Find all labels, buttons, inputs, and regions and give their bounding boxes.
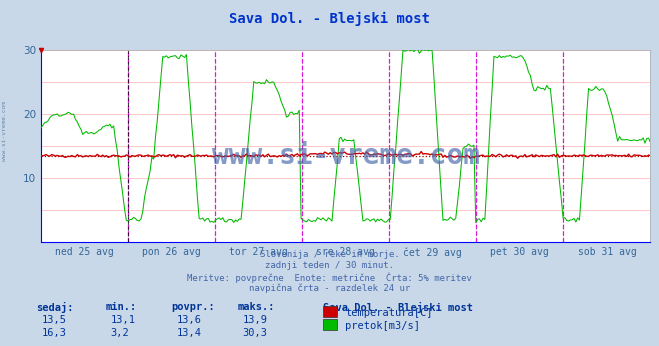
Text: 16,3: 16,3 [42, 328, 67, 338]
Text: maks.:: maks.: [237, 302, 275, 312]
Text: sedaj:: sedaj: [36, 302, 74, 313]
Text: navpična črta - razdelek 24 ur: navpična črta - razdelek 24 ur [249, 284, 410, 293]
Text: 13,9: 13,9 [243, 315, 268, 325]
Text: www.si-vreme.com: www.si-vreme.com [212, 142, 480, 170]
Text: temperatura[C]: temperatura[C] [345, 308, 433, 318]
Text: min.:: min.: [105, 302, 136, 312]
Text: Sava Dol. - Blejski most: Sava Dol. - Blejski most [229, 12, 430, 26]
Text: 3,2: 3,2 [111, 328, 129, 338]
Text: zadnji teden / 30 minut.: zadnji teden / 30 minut. [265, 261, 394, 270]
Text: Slovenija / reke in morje.: Slovenija / reke in morje. [260, 250, 399, 259]
Text: povpr.:: povpr.: [171, 302, 215, 312]
Text: Sava Dol. - Blejski most: Sava Dol. - Blejski most [323, 302, 473, 313]
Text: 13,6: 13,6 [177, 315, 202, 325]
Text: 13,1: 13,1 [111, 315, 136, 325]
Text: www.si-vreme.com: www.si-vreme.com [2, 101, 7, 162]
Text: 13,4: 13,4 [177, 328, 202, 338]
Text: 13,5: 13,5 [42, 315, 67, 325]
Text: 30,3: 30,3 [243, 328, 268, 338]
Text: pretok[m3/s]: pretok[m3/s] [345, 321, 420, 331]
Text: Meritve: povprečne  Enote: metrične  Črta: 5% meritev: Meritve: povprečne Enote: metrične Črta:… [187, 273, 472, 283]
